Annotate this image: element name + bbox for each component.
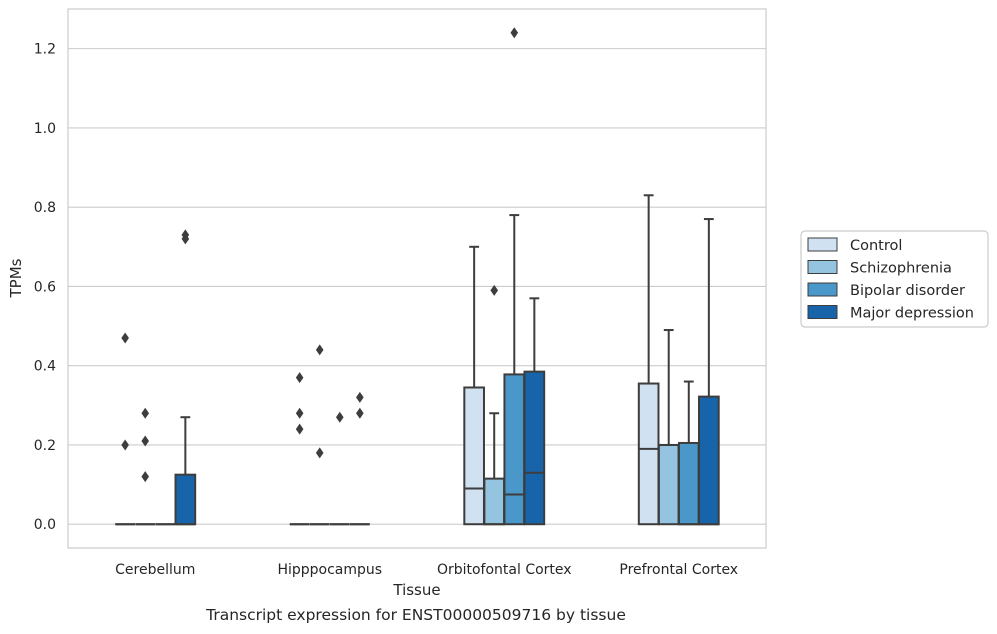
box-body <box>503 373 526 526</box>
y-tick-label: 0.0 <box>34 517 56 533</box>
box-major-depression <box>698 218 720 526</box>
y-tick-label: 1.0 <box>34 121 56 137</box>
box-group-orbitofontal-cortex <box>463 27 546 526</box>
outlier-point <box>121 439 129 451</box>
outlier-point <box>315 447 324 459</box>
plot-area <box>67 8 767 549</box>
outlier-point <box>490 284 499 296</box>
x-tick-label: Orbitofontal Cortex <box>437 562 572 578</box>
box-body <box>463 386 485 526</box>
box-body <box>698 395 720 526</box>
box-schizophrenia <box>135 407 156 526</box>
outlier-point <box>295 423 304 435</box>
legend-label: Major depression <box>850 306 974 322</box>
box-bipolar-disorder <box>677 380 700 526</box>
y-tick-label: 1.2 <box>34 42 56 58</box>
legend: Control Schizophrenia Bipolar disorder Majo… <box>800 230 989 328</box>
x-axis-label: Tissue <box>392 581 440 599</box>
box-group-cerebellum <box>115 229 197 526</box>
legend-swatch <box>807 282 838 297</box>
legend-label: Schizophrenia <box>850 261 952 277</box>
outlier-point <box>356 391 364 403</box>
box-body <box>174 473 197 526</box>
box-schizophrenia <box>483 284 506 526</box>
y-tick-label: 0.4 <box>34 359 56 375</box>
outlier-point <box>510 27 519 39</box>
box-control <box>289 372 310 526</box>
y-tick-label: 0.6 <box>34 279 56 295</box>
outlier-point <box>141 407 150 419</box>
x-tick-label: Cerebellum <box>115 562 195 578</box>
x-tick-label: Hipppocampus <box>277 562 382 578</box>
legend-frame <box>800 230 989 328</box>
outlier-point <box>295 407 304 419</box>
box-bipolar-disorder <box>329 411 350 526</box>
figure-caption: Transcript expression for ENST0000050971… <box>206 606 626 624</box>
box-major-depression <box>174 229 197 526</box>
legend-label: Bipolar disorder <box>850 283 965 299</box>
y-tick-label: 0.2 <box>34 438 56 454</box>
box-schizophrenia <box>309 344 330 526</box>
grid-lines <box>68 48 766 525</box>
legend-label: Control <box>850 238 902 254</box>
box-control <box>637 194 660 526</box>
box-body <box>483 477 506 526</box>
box-groups <box>115 27 720 526</box>
box-body <box>523 370 546 526</box>
box-control <box>115 332 135 526</box>
box-body <box>637 382 660 526</box>
outlier-point <box>315 344 324 356</box>
box-schizophrenia <box>657 329 680 526</box>
y-axis-ticks: 0.0 0.2 0.4 0.6 0.8 1.0 1.2 <box>34 42 56 534</box>
box-body <box>677 441 700 526</box>
y-axis-label: TPMs <box>7 258 25 298</box>
outlier-point <box>121 332 129 344</box>
legend-swatch <box>807 305 838 319</box>
outlier-point <box>356 407 364 419</box>
outlier-point <box>141 471 150 483</box>
outlier-point <box>181 233 190 245</box>
legend-swatch <box>807 237 838 252</box>
box-major-depression <box>350 391 370 526</box>
x-axis-ticks: Cerebellum Hipppocampus Orbitofontal Corte… <box>115 562 738 578</box>
box-group-prefrontal-cortex <box>637 194 720 526</box>
box-major-depression <box>523 297 546 526</box>
box-body <box>657 443 680 526</box>
outlier-point <box>295 372 304 384</box>
legend-swatch <box>807 260 838 274</box>
box-group-hipppocampus <box>289 344 370 526</box>
y-tick-label: 0.8 <box>34 200 56 216</box>
box-bipolar-disorder <box>503 27 526 526</box>
outlier-point <box>141 435 150 447</box>
x-tick-label: Prefrontal Cortex <box>619 562 738 578</box>
box-control <box>463 245 485 526</box>
outlier-point <box>335 411 344 423</box>
